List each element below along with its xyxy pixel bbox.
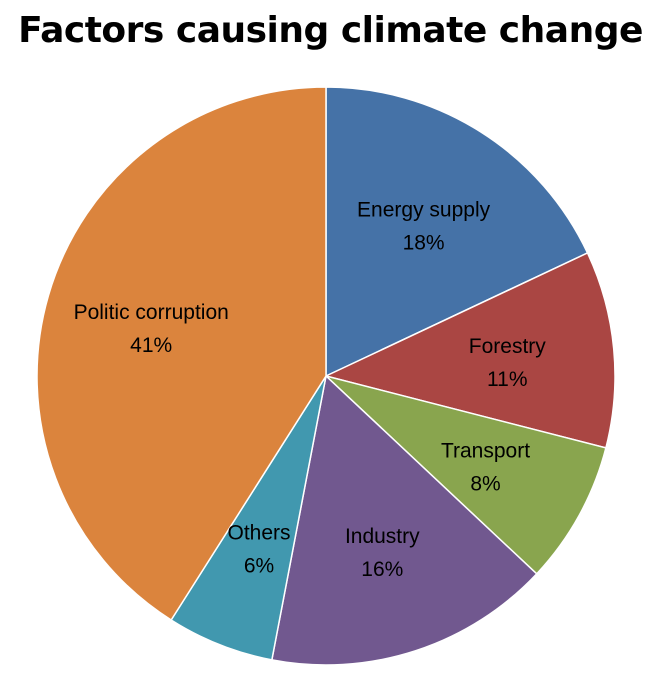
pie-slice-forestry [323,251,616,449]
slice-value-politic-corruption: 41% [130,334,172,357]
slice-value-industry: 16% [361,558,403,581]
slice-value-transport: 8% [470,473,500,496]
slice-label-industry: Industry [345,525,420,548]
slice-label-forestry: Forestry [469,335,547,358]
pie-slice-transport [325,375,607,575]
pie-slices [36,86,616,666]
slice-label-energy-supply: Energy supply [357,198,491,221]
slice-value-others: 6% [244,554,274,577]
pie-slice-energy-supply [325,86,589,378]
pie-slice-politic-corruption [36,86,327,622]
pie-slice-industry [270,374,538,666]
slice-value-forestry: 11% [487,368,527,391]
slice-label-others: Others [227,521,290,544]
pie-labels: Energy supply 18% Forestry 11% Transport 8% In… [74,198,547,581]
slice-label-transport: Transport [441,440,530,463]
slice-value-energy-supply: 18% [403,231,445,254]
chart-title: Factors causing climate change [18,10,643,51]
slice-label-politic-corruption: Politic corruption [74,301,229,324]
